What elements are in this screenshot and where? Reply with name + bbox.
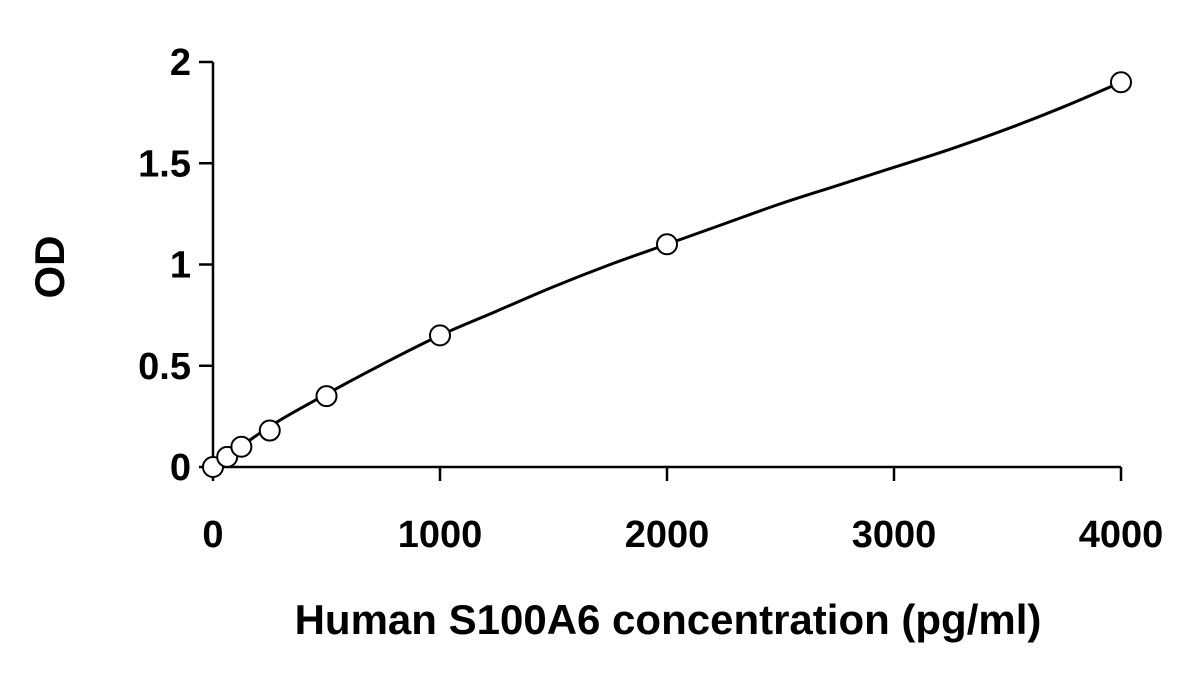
data-point (230, 435, 253, 458)
data-point (315, 385, 338, 408)
x-tick-label: 0 (202, 514, 223, 556)
y-tick-label: 0 (170, 447, 191, 489)
x-tick-label: 3000 (852, 514, 937, 556)
x-tick-label: 1000 (398, 514, 483, 556)
x-tick-label: 2000 (625, 514, 710, 556)
x-tick-label: 4000 (1079, 514, 1164, 556)
data-point (429, 324, 451, 347)
x-axis-title: Human S100A6 concentration (pg/ml) (295, 596, 1042, 643)
fit-curve-line (212, 80, 1122, 469)
data-point (656, 233, 678, 256)
y-tick-label: 0.5 (138, 346, 191, 388)
data-point (258, 419, 281, 442)
x-axis-ticks: 0 1000 2000 3000 4000 (202, 467, 1163, 556)
y-axis-title: OD (26, 236, 73, 299)
data-point (1110, 71, 1132, 94)
y-tick-label: 2 (170, 42, 191, 84)
y-tick-label: 1 (170, 245, 191, 287)
y-axis-ticks: 0 0.5 1 1.5 2 (138, 42, 213, 489)
data-points (202, 71, 1132, 478)
y-tick-label: 1.5 (138, 143, 191, 185)
